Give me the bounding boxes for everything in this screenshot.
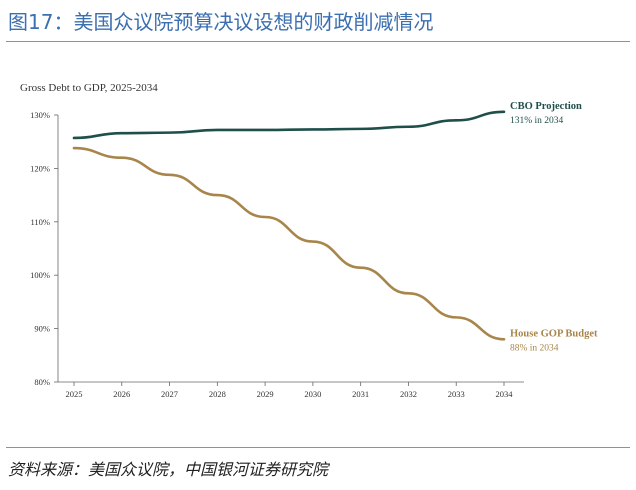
x-tick-label: 2032	[400, 389, 417, 399]
x-tick-label: 2030	[304, 389, 321, 399]
x-tick-label: 2034	[496, 389, 514, 399]
series-line-cbo-projection	[72, 110, 506, 140]
series-annotation: 88% in 2034	[510, 343, 559, 353]
y-tick-label: 90%	[34, 324, 50, 334]
source-note: 资料来源：美国众议院，中国银河证券研究院	[8, 460, 329, 479]
x-tick-label: 2029	[257, 389, 274, 399]
series-annotation: 131% in 2034	[510, 116, 564, 126]
x-tick-label: 2026	[113, 389, 130, 399]
y-tick-label: 120%	[30, 163, 50, 173]
x-tick-label: 2033	[448, 389, 465, 399]
x-tick-label: 2031	[352, 389, 369, 399]
x-tick-label: 2027	[161, 389, 178, 399]
series-name-label: House GOP Budget	[510, 328, 598, 339]
y-tick-label: 110%	[30, 217, 50, 227]
figure-title: 图17：美国众议院预算决议设想的财政削减情况	[8, 10, 434, 34]
series-name-label: CBO Projection	[510, 101, 582, 112]
series-labels: CBO Projection 131% in 2034 House GOP Budg…	[510, 101, 598, 353]
x-tick-label: 2025	[66, 389, 83, 399]
top-divider	[6, 41, 630, 42]
chart-title: Gross Debt to GDP, 2025-2034	[20, 82, 158, 94]
series-line-house-gop-budget	[72, 146, 506, 341]
chart-axes: 80% 90% 100% 110% 120% 130% 2025 2026 2027 2028 20…	[30, 110, 524, 399]
y-tick-label: 80%	[34, 377, 50, 387]
bottom-divider	[6, 447, 630, 448]
y-tick-label: 100%	[30, 270, 50, 280]
chart-series	[72, 110, 506, 341]
y-tick-label: 130%	[30, 110, 50, 120]
x-tick-label: 2028	[209, 389, 226, 399]
